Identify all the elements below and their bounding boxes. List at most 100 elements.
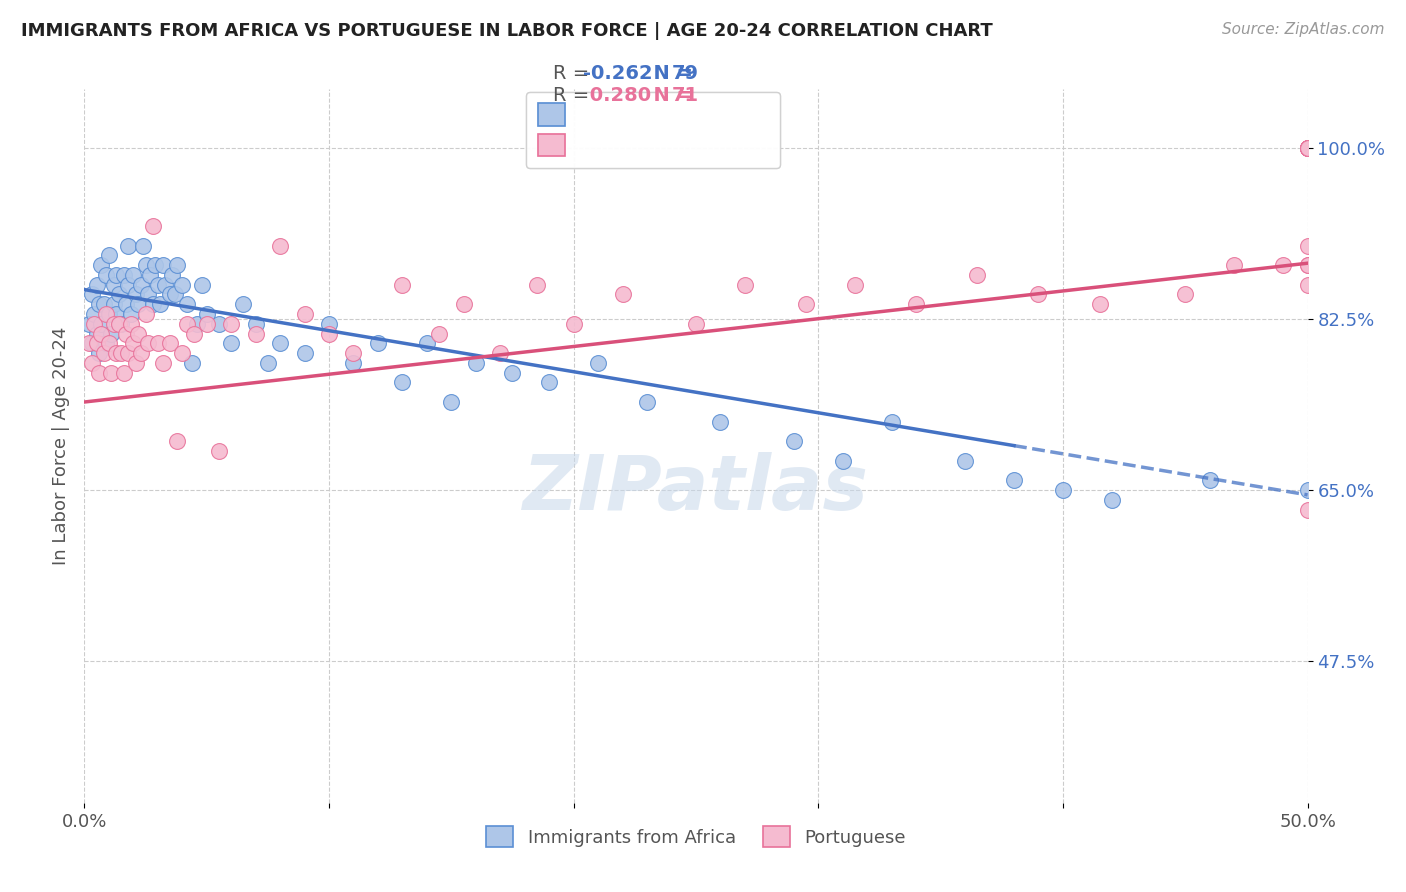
Text: 79: 79: [672, 63, 699, 83]
Point: [115, 326, 138, 341]
Text: N =: N =: [640, 63, 699, 83]
Point: [176, 297, 198, 311]
Point: [1296, 141, 1319, 155]
Point: [342, 356, 364, 370]
Point: [464, 356, 486, 370]
Point: [93, 297, 115, 311]
Point: [219, 336, 242, 351]
Point: [1052, 483, 1074, 497]
Point: [93, 346, 115, 360]
Point: [245, 326, 267, 341]
Point: [77, 336, 100, 351]
Point: [195, 307, 218, 321]
Point: [844, 277, 866, 292]
Point: [831, 453, 853, 467]
Point: [90, 326, 112, 341]
Point: [562, 317, 585, 331]
Text: ZIPatlas: ZIPatlas: [523, 452, 869, 525]
Point: [97, 248, 120, 262]
Point: [526, 277, 548, 292]
Y-axis label: In Labor Force | Age 20-24: In Labor Force | Age 20-24: [52, 326, 70, 566]
Point: [86, 277, 108, 292]
Point: [87, 346, 110, 360]
Text: R =: R =: [553, 63, 595, 83]
Point: [107, 287, 129, 301]
Point: [1296, 141, 1319, 155]
Point: [1296, 141, 1319, 155]
Point: [80, 336, 103, 351]
Point: [96, 268, 118, 282]
Point: [1223, 258, 1246, 272]
Point: [136, 336, 159, 351]
Point: [159, 336, 181, 351]
Point: [440, 395, 463, 409]
Point: [122, 268, 145, 282]
Point: [1174, 287, 1197, 301]
Point: [269, 238, 291, 252]
Point: [294, 307, 316, 321]
Point: [80, 287, 103, 301]
Point: [142, 219, 165, 233]
Point: [136, 287, 159, 301]
Point: [153, 277, 176, 292]
Point: [612, 287, 634, 301]
Point: [159, 287, 181, 301]
Point: [416, 336, 439, 351]
Point: [149, 297, 172, 311]
Point: [905, 297, 928, 311]
Text: R =: R =: [553, 86, 595, 105]
Point: [103, 317, 125, 331]
Point: [195, 317, 218, 331]
Point: [166, 258, 188, 272]
Text: 0.280: 0.280: [583, 86, 651, 105]
Point: [129, 346, 152, 360]
Point: [146, 277, 169, 292]
Point: [294, 346, 316, 360]
Point: [152, 258, 174, 272]
Point: [176, 317, 198, 331]
Point: [87, 297, 110, 311]
Point: [172, 277, 194, 292]
Point: [80, 356, 103, 370]
Point: [1198, 473, 1220, 487]
Point: [1272, 258, 1295, 272]
Point: [117, 277, 139, 292]
Point: [105, 307, 128, 321]
Point: [318, 317, 340, 331]
Point: [734, 277, 756, 292]
Point: [1296, 141, 1319, 155]
Point: [257, 356, 280, 370]
Point: [208, 443, 231, 458]
Point: [191, 277, 214, 292]
Point: [966, 268, 988, 282]
Point: [117, 238, 139, 252]
Point: [107, 317, 129, 331]
Point: [453, 297, 475, 311]
Point: [152, 356, 174, 370]
Point: [120, 307, 142, 321]
Point: [1296, 483, 1319, 497]
Point: [1088, 297, 1111, 311]
Point: [685, 317, 707, 331]
Point: [489, 346, 512, 360]
Point: [135, 307, 157, 321]
Point: [100, 366, 122, 380]
Point: [181, 356, 204, 370]
Point: [1002, 473, 1025, 487]
Point: [1296, 141, 1319, 155]
Point: [1028, 287, 1050, 301]
Point: [125, 356, 148, 370]
Point: [953, 453, 976, 467]
Point: [391, 277, 413, 292]
Point: [139, 268, 162, 282]
Point: [97, 307, 120, 321]
Point: [709, 415, 731, 429]
Point: [1296, 141, 1319, 155]
Text: Source: ZipAtlas.com: Source: ZipAtlas.com: [1222, 22, 1385, 37]
Point: [117, 346, 139, 360]
Point: [880, 415, 903, 429]
Point: [86, 336, 108, 351]
Point: [208, 317, 231, 331]
Point: [1296, 502, 1319, 516]
Point: [127, 297, 149, 311]
